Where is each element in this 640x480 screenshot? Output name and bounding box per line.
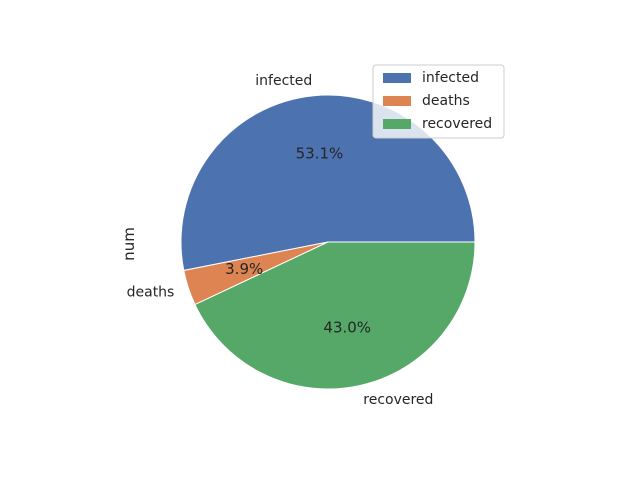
slice-percent-recovered: 43.0%: [323, 319, 371, 337]
legend-swatch-recovered: [383, 119, 411, 129]
y-axis-label: num: [120, 227, 138, 261]
pie-slice-recovered: [194, 241, 476, 390]
legend-label-recovered: recovered: [422, 116, 492, 132]
slice-percent-deaths: 3.9%: [225, 260, 263, 278]
slice-label-infected: infected: [255, 73, 312, 89]
slice-percent-infected: 53.1%: [296, 145, 344, 163]
legend-label-deaths: deaths: [422, 93, 470, 109]
pie-slices: [180, 94, 476, 390]
legend-label-infected: infected: [422, 70, 479, 86]
legend-swatch-infected: [383, 73, 411, 83]
pie-slice-infected: [180, 94, 476, 272]
slice-label-deaths: deaths: [127, 284, 175, 300]
legend: infected deaths recovered: [372, 64, 505, 139]
pie-labels: infected 53.1% deaths 3.9% recovered 43.0%: [127, 73, 434, 408]
legend-swatch-deaths: [383, 96, 411, 106]
slice-label-recovered: recovered: [363, 392, 433, 408]
